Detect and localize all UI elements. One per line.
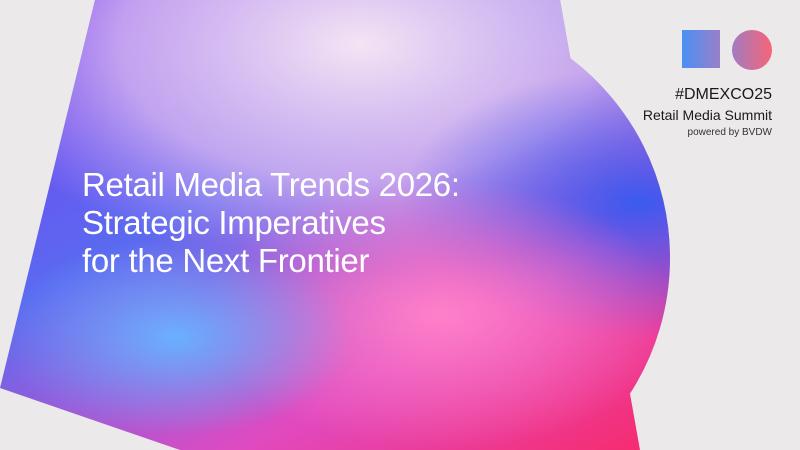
title-line-2: Strategic Imperatives [82, 204, 386, 241]
powered-by: powered by BVDW [687, 127, 772, 138]
title-line-1: Retail Media Trends 2026: [82, 166, 460, 203]
hashtag: #DMEXCO25 [675, 86, 772, 103]
logo-square-icon [682, 30, 720, 68]
slide-title: Retail Media Trends 2026: Strategic Impe… [82, 166, 460, 280]
title-line-3: for the Next Frontier [82, 242, 370, 279]
dmexco-logo [643, 30, 772, 70]
event-name: Retail Media Summit [642, 107, 772, 123]
logo-circle-icon [732, 30, 772, 70]
event-branding: #DMEXCO25 Retail Media Summit powered by… [643, 30, 772, 141]
